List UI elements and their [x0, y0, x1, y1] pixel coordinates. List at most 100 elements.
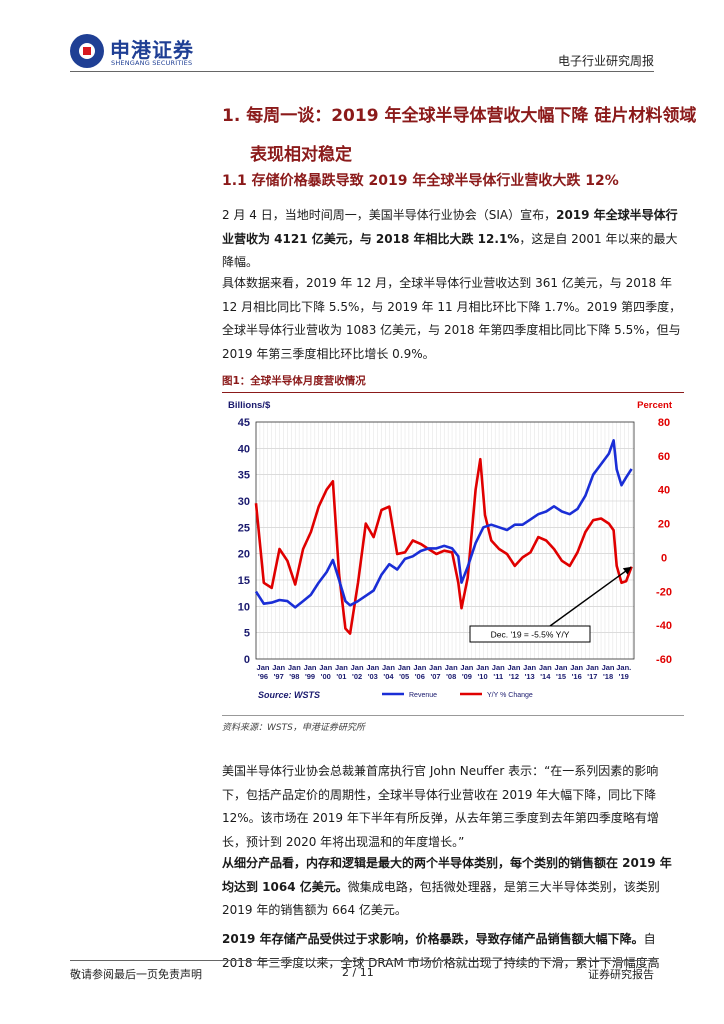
left-axis-label: Billions/$ [228, 400, 271, 411]
paragraph-1-highlight: 2019 年全球半导体行业营收为 4121 亿美元，与 2018 年相比大跌 1… [222, 208, 678, 246]
annotation-arrow [549, 569, 629, 627]
x-tick-label-year: '16 [572, 672, 582, 681]
x-tick-label-month: Jan [539, 663, 552, 672]
logo-text-en: SHENGANG SECURITIES [111, 59, 193, 67]
x-tick-label-year: '05 [399, 672, 409, 681]
x-tick-label-month: Jan [257, 663, 270, 672]
series-line-yoy [254, 457, 633, 635]
left-tick-label: 35 [238, 470, 250, 482]
footer-disclaimer: 敬请参阅最后一页免责声明 [70, 968, 202, 981]
annotation-group: Dec. '19 = -5.5% Y/Y [469, 566, 632, 643]
x-tick-label-month: Jan [319, 663, 332, 672]
x-tick-label-year: '03 [368, 672, 378, 681]
x-tick-label-year: '08 [446, 672, 456, 681]
section-heading-line2: 表现相对稳定 [250, 145, 352, 165]
right-axis-label: Percent [637, 400, 673, 411]
figure-top-rule [222, 392, 684, 393]
x-tick-label-month: Jan [445, 663, 458, 672]
x-tick-label-year: '19 [619, 672, 629, 681]
chart-legend: Revenue Y/Y % Change [382, 692, 533, 699]
x-tick-label-year: '07 [430, 672, 440, 681]
x-tick-label-month: Jan [460, 663, 473, 672]
x-tick-label-month: Jan [398, 663, 411, 672]
x-tick-label-month: Jan [382, 663, 395, 672]
paragraph-5: 2019 年存储产品受供过于求影响，价格暴跌，导致存储产品销售额大幅下降。自 2… [222, 928, 682, 975]
x-tick-label-year: '01 [336, 672, 346, 681]
right-tick-label: 20 [658, 519, 670, 531]
x-axis-ticks: Jan'96Jan'97Jan'98Jan'99Jan'00Jan'01Jan'… [257, 663, 632, 681]
left-tick-label: 40 [238, 443, 250, 455]
figure-title: 图1：全球半导体月度营收情况 [222, 375, 366, 387]
legend-label: Y/Y % Change [487, 692, 533, 699]
x-tick-label-year: '98 [289, 672, 299, 681]
x-tick-label-month: Jan [288, 663, 301, 672]
paragraph-5-text: 自 2018 年三季度以来，全球 DRAM 市场价格就出现了持续的下滑，累计下滑… [222, 932, 660, 970]
paragraph-5-highlight: 2019 年存储产品受供过于求影响，价格暴跌，导致存储产品销售额大幅下降。 [222, 932, 644, 946]
footer-report-label: 证券研究报告 [588, 968, 654, 981]
left-tick-label: 5 [244, 628, 250, 640]
x-tick-label-year: '00 [321, 672, 331, 681]
x-tick-label-month: Jan [476, 663, 489, 672]
x-tick-label-month: Jan [492, 663, 505, 672]
figure-bottom-rule [222, 715, 684, 716]
x-tick-label-month: Jan [272, 663, 285, 672]
x-tick-label-year: '09 [462, 672, 472, 681]
x-tick-label-year: '18 [603, 672, 613, 681]
left-tick-label: 30 [238, 496, 250, 508]
chart-series [254, 439, 633, 635]
x-tick-label-month: Jan. [616, 663, 631, 672]
x-tick-label-month: Jan [304, 663, 317, 672]
left-tick-label: 15 [238, 575, 250, 587]
x-tick-label-month: Jan [413, 663, 426, 672]
x-tick-label-year: '97 [274, 672, 284, 681]
x-tick-label-year: '15 [556, 672, 566, 681]
x-tick-label-year: '99 [305, 672, 315, 681]
paragraph-1-text-c: ，这是自 2001 年以来的最大降幅。 [222, 231, 678, 270]
annotation-text: Dec. '19 = -5.5% Y/Y [491, 630, 570, 640]
x-tick-label-month: Jan [366, 663, 379, 672]
x-tick-label-month: Jan [429, 663, 442, 672]
annotation-arrowhead [622, 566, 632, 575]
figure-source: 资料来源：WSTS，申港证券研究所 [222, 723, 365, 733]
x-tick-label-month: Jan [507, 663, 520, 672]
legend-label: Revenue [409, 692, 437, 699]
paragraph-4: 从细分产品看，内存和逻辑是最大的两个半导体类别，每个类别的销售额在 2019 年… [222, 852, 682, 923]
x-tick-label-month: Jan [351, 663, 364, 672]
left-tick-label: 45 [238, 417, 250, 429]
left-tick-label: 25 [238, 522, 250, 534]
x-tick-label-year: '14 [540, 672, 551, 681]
right-tick-label: 80 [658, 417, 670, 429]
right-tick-label: 40 [658, 485, 670, 497]
paragraph-3: 美国半导体行业协会总裁兼首席执行官 John Neuffer 表示：“在一系列因… [222, 764, 659, 849]
report-type-label: 电子行业研究周报 [557, 54, 654, 68]
x-tick-label-year: '10 [478, 672, 488, 681]
right-tick-label: 0 [661, 552, 667, 564]
right-tick-label: -60 [656, 654, 672, 666]
x-tick-label-year: '17 [587, 672, 597, 681]
x-tick-label-year: '02 [352, 672, 362, 681]
right-tick-label: -20 [656, 586, 672, 598]
left-tick-label: 0 [244, 654, 250, 666]
paragraph-2: 具体数据来看，2019 年 12 月，全球半导体行业营收达到 361 亿美元，与… [222, 276, 682, 361]
footer-divider [70, 960, 654, 961]
x-tick-label-month: Jan [602, 663, 615, 672]
x-tick-label-year: '96 [258, 672, 268, 681]
x-tick-label-month: Jan [570, 663, 583, 672]
subsection-heading: 1.1 存储价格暴跌导致 2019 年全球半导体行业营收大跌 12% [222, 173, 619, 189]
company-logo: 申港证券 SHENGANG SECURITIES [70, 32, 270, 72]
logo-mark-icon [70, 34, 104, 68]
paragraph-1: 2 月 4 日，当地时间周一，美国半导体行业协会（SIA）宣布，2019 年全球… [222, 204, 682, 275]
x-tick-label-year: '13 [525, 672, 535, 681]
x-tick-label-month: Jan [555, 663, 568, 672]
x-tick-label-year: '11 [493, 672, 503, 681]
right-tick-label: -40 [656, 620, 672, 632]
right-tick-label: 60 [658, 451, 670, 463]
x-tick-label-year: '12 [509, 672, 519, 681]
logo-text-cn: 申港证券 [110, 38, 194, 62]
left-axis-ticks: 0 5 10 15 20 25 30 35 40 45 [238, 417, 250, 666]
x-tick-label-month: Jan [335, 663, 348, 672]
header-divider [70, 71, 654, 72]
plot-frame [255, 421, 635, 660]
x-tick-label-year: '04 [383, 672, 394, 681]
paragraph-1-text-a: 2 月 4 日，当地时间周一，美国半导体行业协会（SIA）宣布， [222, 208, 557, 222]
